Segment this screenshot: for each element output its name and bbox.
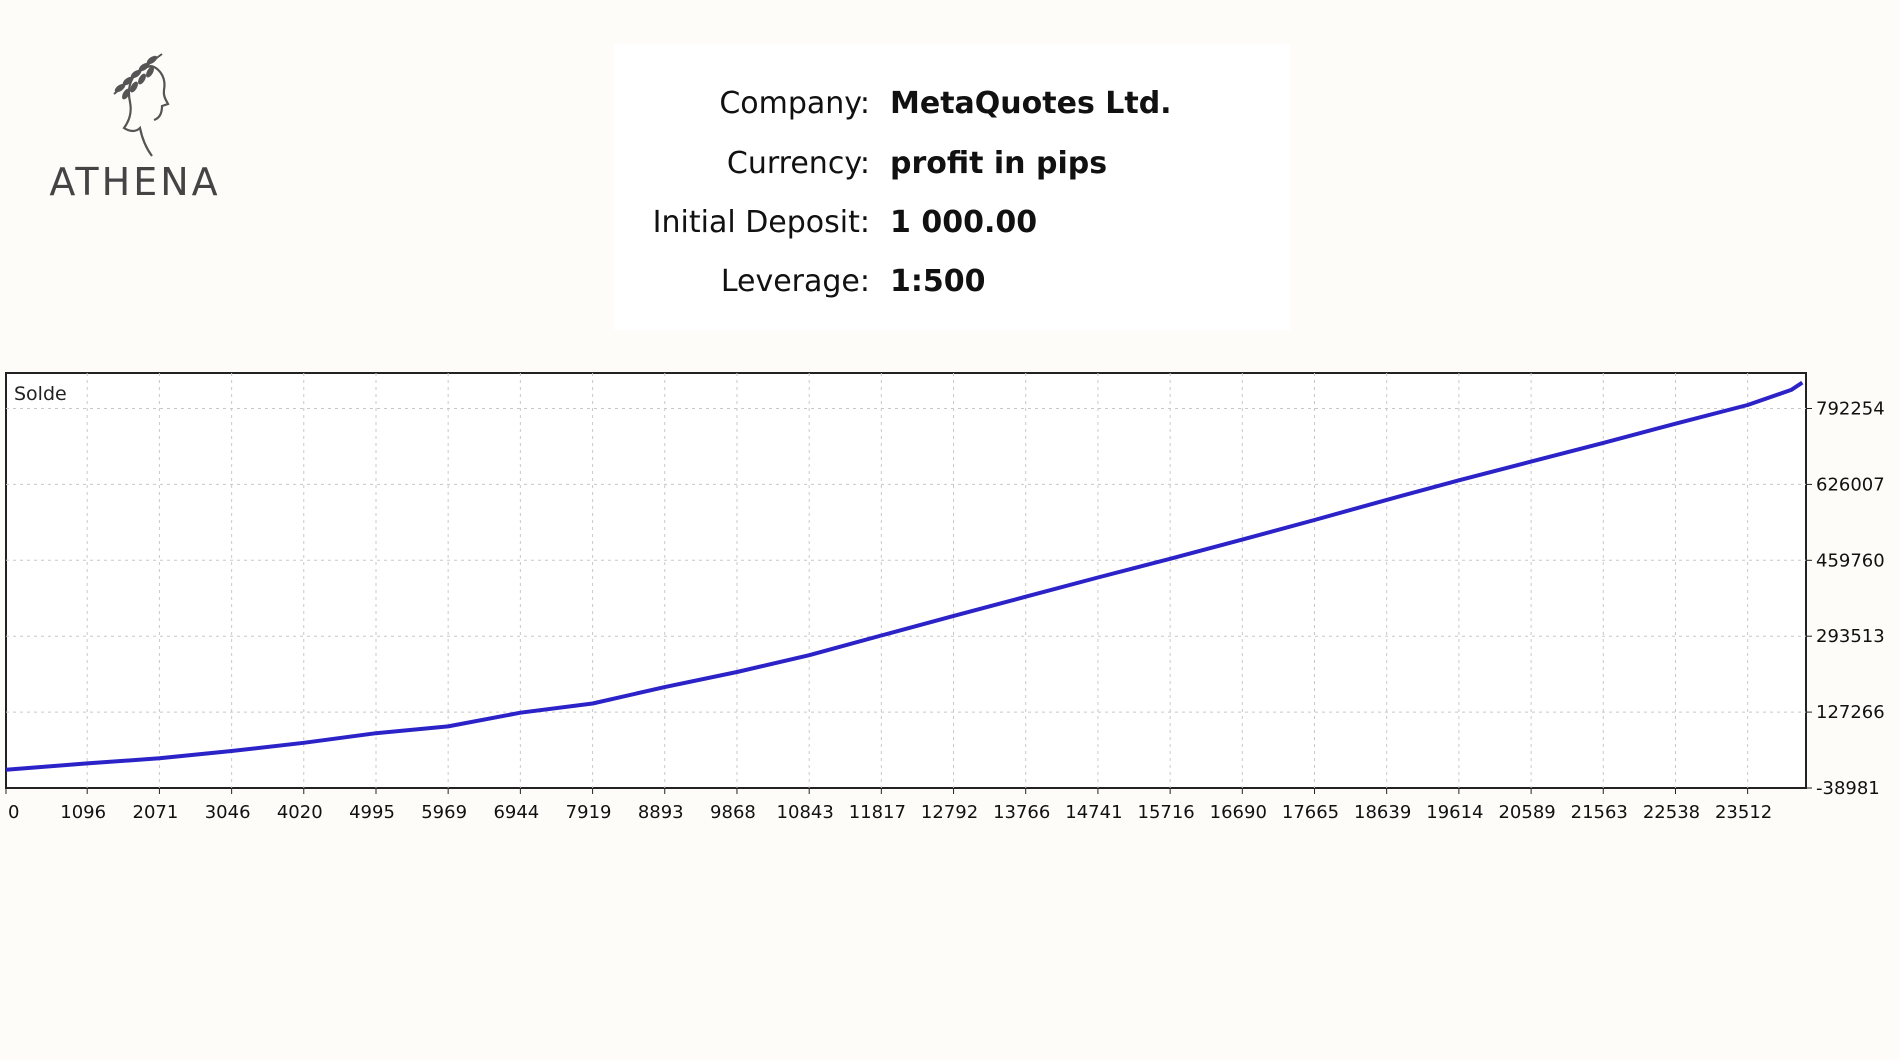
series-label: Solde <box>14 383 67 405</box>
x-tick-label: 13766 <box>993 802 1050 823</box>
x-tick-label: 16690 <box>1210 802 1267 823</box>
balance-chart-svg: Solde 0 1096 2071 3046 4020 4995 5969 6944 7919 8… <box>5 372 1885 823</box>
deposit-row: Initial Deposit: 1 000.00 <box>614 201 1290 245</box>
y-axis-ticks: 792254 626007 459760 293513 127266 -38981 <box>1806 398 1885 799</box>
y-tick-label: 459760 <box>1816 550 1885 571</box>
currency-value: profit in pips <box>890 146 1108 181</box>
leverage-value: 1:500 <box>890 264 986 299</box>
series-layer <box>5 380 1804 772</box>
x-tick-label: 20589 <box>1498 802 1555 823</box>
x-tick-label: 21563 <box>1571 802 1628 823</box>
x-tick-label: 7919 <box>566 802 612 823</box>
balance-chart: Solde 0 1096 2071 3046 4020 4995 5969 6944 7919 8… <box>0 360 1900 840</box>
initial-deposit-label: Initial Deposit: <box>652 205 870 240</box>
y-tick-label: -38981 <box>1816 778 1880 799</box>
report-info-panel: Company: MetaQuotes Ltd. Currency: profi… <box>614 44 1290 330</box>
athena-logo: ATHENA <box>30 48 240 218</box>
y-tick-label: 626007 <box>1816 474 1885 495</box>
x-tick-label: 17665 <box>1282 802 1339 823</box>
x-tick-label: 14741 <box>1065 802 1122 823</box>
x-tick-label: 0 <box>8 802 19 823</box>
y-tick-label: 127266 <box>1816 702 1885 723</box>
x-tick-label: 18639 <box>1354 802 1411 823</box>
x-tick-label: 22538 <box>1643 802 1700 823</box>
logo-text: ATHENA <box>49 160 221 204</box>
x-axis-ticks: 0 1096 2071 3046 4020 4995 5969 6944 7919 8893 986… <box>5 788 1772 823</box>
athena-laurel-head-icon <box>113 53 170 157</box>
x-tick-label: 5969 <box>421 802 467 823</box>
plot-area <box>5 372 1807 789</box>
series-line-solde <box>5 380 1804 772</box>
currency-label: Currency: <box>726 146 870 181</box>
leverage-label: Leverage: <box>720 264 870 299</box>
x-tick-label: 2071 <box>133 802 179 823</box>
x-tick-label: 19614 <box>1426 802 1483 823</box>
currency-row: Currency: profit in pips <box>614 142 1290 186</box>
initial-deposit-value: 1 000.00 <box>890 205 1038 240</box>
grid <box>6 373 1806 788</box>
x-tick-label: 3046 <box>205 802 251 823</box>
company-value: MetaQuotes Ltd. <box>890 86 1172 121</box>
x-tick-label: 12792 <box>921 802 978 823</box>
x-tick-label: 23512 <box>1715 802 1772 823</box>
x-tick-label: 9868 <box>710 802 756 823</box>
x-tick-label: 4995 <box>349 802 395 823</box>
company-row: Company: MetaQuotes Ltd. <box>614 82 1290 126</box>
x-tick-label: 11817 <box>849 802 906 823</box>
leverage-row: Leverage: 1:500 <box>614 260 1290 304</box>
x-tick-label: 15716 <box>1138 802 1195 823</box>
company-label: Company: <box>719 86 870 121</box>
x-tick-label: 10843 <box>777 802 834 823</box>
y-tick-label: 792254 <box>1816 398 1885 419</box>
x-tick-label: 1096 <box>60 802 106 823</box>
x-tick-label: 4020 <box>277 802 323 823</box>
y-tick-label: 293513 <box>1816 626 1885 647</box>
x-tick-label: 6944 <box>493 802 539 823</box>
x-tick-label: 8893 <box>638 802 684 823</box>
